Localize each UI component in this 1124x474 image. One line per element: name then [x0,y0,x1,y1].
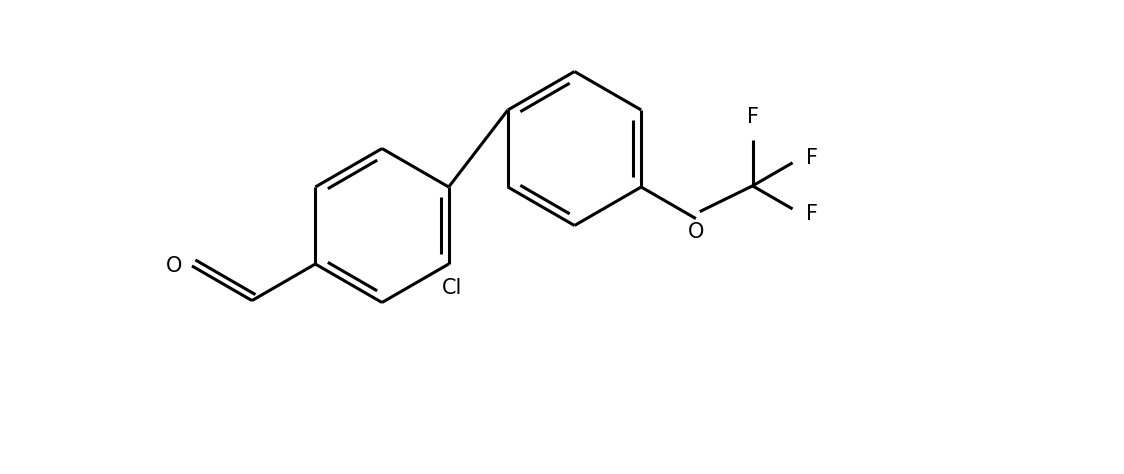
Text: Cl: Cl [443,278,463,298]
Text: O: O [165,256,182,276]
Text: O: O [688,222,704,242]
Text: F: F [746,107,759,127]
Text: F: F [806,148,818,168]
Text: F: F [806,203,818,224]
